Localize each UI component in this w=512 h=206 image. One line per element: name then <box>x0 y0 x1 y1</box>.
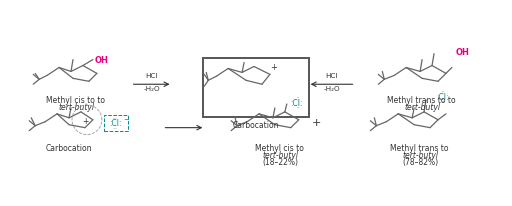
Text: OH: OH <box>456 48 470 57</box>
Text: +: + <box>82 117 88 126</box>
Text: -H₂O: -H₂O <box>143 86 160 92</box>
Text: +: + <box>270 63 278 72</box>
Text: tert-butyl: tert-butyl <box>404 103 440 111</box>
Text: :Cl:: :Cl: <box>290 98 303 107</box>
Text: HCl: HCl <box>145 73 158 79</box>
Text: HCl: HCl <box>325 73 338 79</box>
FancyBboxPatch shape <box>203 58 309 117</box>
Text: -H₂O: -H₂O <box>323 86 340 92</box>
Text: :Cl:: :Cl: <box>436 92 448 101</box>
Text: ··: ·· <box>296 95 300 100</box>
Text: ··: ·· <box>113 116 119 121</box>
Text: −: − <box>123 116 129 122</box>
Text: OH: OH <box>95 56 109 65</box>
Text: ··: ·· <box>441 99 445 104</box>
Text: :Cl:: :Cl: <box>110 119 122 128</box>
Text: ··: ·· <box>441 89 445 94</box>
Text: ··: ·· <box>113 125 119 131</box>
Text: tert-butyl: tert-butyl <box>59 103 95 111</box>
Text: (78–82%): (78–82%) <box>402 158 438 166</box>
Text: +: + <box>312 117 322 127</box>
Text: tert-butyl: tert-butyl <box>402 151 438 160</box>
Text: Carbocation: Carbocation <box>46 144 92 153</box>
Text: (18–22%): (18–22%) <box>263 158 299 166</box>
Text: Methyl trans to: Methyl trans to <box>390 144 451 153</box>
Text: tert-butyl: tert-butyl <box>263 151 299 160</box>
Text: Methyl trans to to: Methyl trans to to <box>387 96 458 105</box>
FancyBboxPatch shape <box>104 115 127 131</box>
Text: Methyl cis to: Methyl cis to <box>255 144 307 153</box>
Text: ··: ·· <box>296 105 300 110</box>
Text: Methyl cis to to: Methyl cis to to <box>46 96 108 105</box>
Text: Carbocation: Carbocation <box>233 120 279 129</box>
